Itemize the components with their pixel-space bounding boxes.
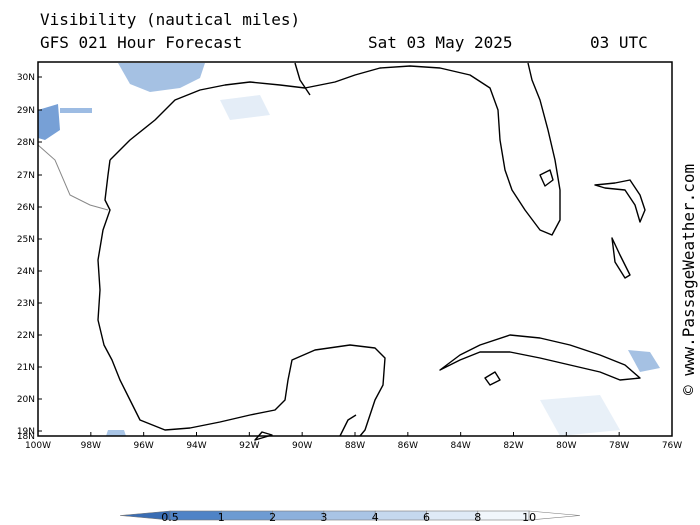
time: 03 UTC	[590, 33, 648, 52]
colorbar-label: 4	[372, 511, 379, 524]
colorbar-segment	[323, 510, 376, 521]
watermark: © www.PassageWeather.com	[679, 164, 698, 395]
lat-label: 29N	[17, 106, 35, 116]
title: Visibility (nautical miles)	[40, 10, 300, 29]
lon-label: 82W	[503, 441, 523, 451]
date: Sat 03 May 2025	[368, 33, 513, 52]
lon-label: 80W	[556, 441, 576, 451]
lat-label: 18N	[17, 432, 35, 442]
lat-label: 26N	[17, 203, 35, 213]
graticule-labels: 30N 29N 28N 27N 26N 25N 24N 23N 22N 21N 20N 19N18N1…	[17, 73, 682, 451]
lat-label: 28N	[17, 138, 35, 148]
lon-label: 84W	[450, 441, 470, 451]
lat-label: 19N	[17, 427, 35, 437]
lat-label: 30N	[17, 73, 35, 83]
lon-label: 76W	[662, 441, 682, 451]
colorbar: 0.5 1 2 3 4 6 8 10	[119, 510, 581, 524]
colorbar-segment	[426, 510, 479, 521]
lat-label: 21N	[17, 363, 35, 373]
lon-label: 94W	[186, 441, 206, 451]
colorbar-label: 6	[423, 511, 430, 524]
colorbar-segment	[374, 510, 427, 521]
lat-label: 20N	[17, 395, 35, 405]
colorbar-segment	[221, 510, 273, 521]
lat-label: 24N	[17, 267, 35, 277]
lon-label: 90W	[292, 441, 312, 451]
colorbar-label: 1	[218, 511, 225, 524]
lat-label: 27N	[17, 171, 35, 181]
visibility-shading	[38, 63, 660, 436]
colorbar-segment	[272, 510, 325, 521]
colorbar-label: 8	[474, 511, 481, 524]
subtitle: GFS 021 Hour Forecast	[40, 33, 242, 52]
colorbar-label: 2	[269, 511, 276, 524]
lat-label: 25N	[17, 235, 35, 245]
colorbar-label: 10	[522, 511, 536, 524]
lon-label: 86W	[398, 441, 418, 451]
colorbar-label: 0.5	[161, 511, 179, 524]
lon-label: 92W	[239, 441, 259, 451]
colorbar-label: 3	[320, 511, 327, 524]
lon-label: 78W	[609, 441, 629, 451]
lat-label: 23N	[17, 299, 35, 309]
lon-label: 88W	[345, 441, 365, 451]
lon-label: 96W	[133, 441, 153, 451]
map-frame	[37, 61, 673, 437]
colorbar-extend-high	[528, 510, 581, 521]
lon-label: 98W	[81, 441, 101, 451]
lon-label: 100W	[25, 441, 51, 451]
coastline	[37, 62, 646, 441]
lat-label: 22N	[17, 331, 35, 341]
